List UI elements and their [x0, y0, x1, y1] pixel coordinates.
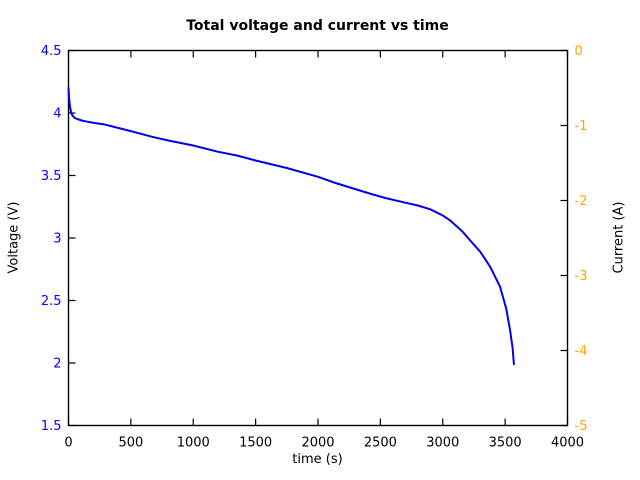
- x-tick-label: 2500: [364, 436, 397, 451]
- x-tick-label: 500: [118, 436, 143, 451]
- x-tick-label: 1000: [177, 436, 210, 451]
- x-axis-label: time (s): [292, 452, 343, 467]
- y-right-tick-label: -4: [575, 344, 588, 359]
- y-axis-label-right: Current (A): [611, 201, 627, 274]
- y-left-tick-label: 2.5: [41, 294, 62, 309]
- x-tick-label: 4000: [551, 436, 584, 451]
- x-tick-label: 1500: [239, 436, 272, 451]
- voltage-curve: [67, 87, 515, 366]
- y-left-tick-label: 4.5: [41, 44, 62, 59]
- y-left-tick-label: 4: [53, 107, 61, 122]
- x-tick-label: 2000: [301, 436, 334, 451]
- y-right-tick-label: -2: [575, 194, 588, 209]
- y-left-tick-label: 3.5: [41, 169, 62, 184]
- plot-frame: [67, 49, 569, 427]
- y-right-tick-label: 0: [575, 44, 583, 59]
- y-right-tick-label: -5: [575, 419, 588, 434]
- y-right-tick-label: -3: [575, 269, 588, 284]
- y-left-tick-label: 3: [53, 232, 61, 247]
- x-tick-label: 3000: [426, 436, 459, 451]
- y-axis-label-left: Voltage (V): [6, 201, 22, 274]
- y-right-tick-label: -1: [575, 119, 588, 134]
- chart-title: Total voltage and current vs time: [186, 18, 449, 34]
- y-left-tick-label: 1.5: [41, 419, 62, 434]
- x-tick-label: 0: [64, 436, 72, 451]
- y-left-tick-label: 2: [53, 357, 61, 372]
- x-tick-label: 3500: [489, 436, 522, 451]
